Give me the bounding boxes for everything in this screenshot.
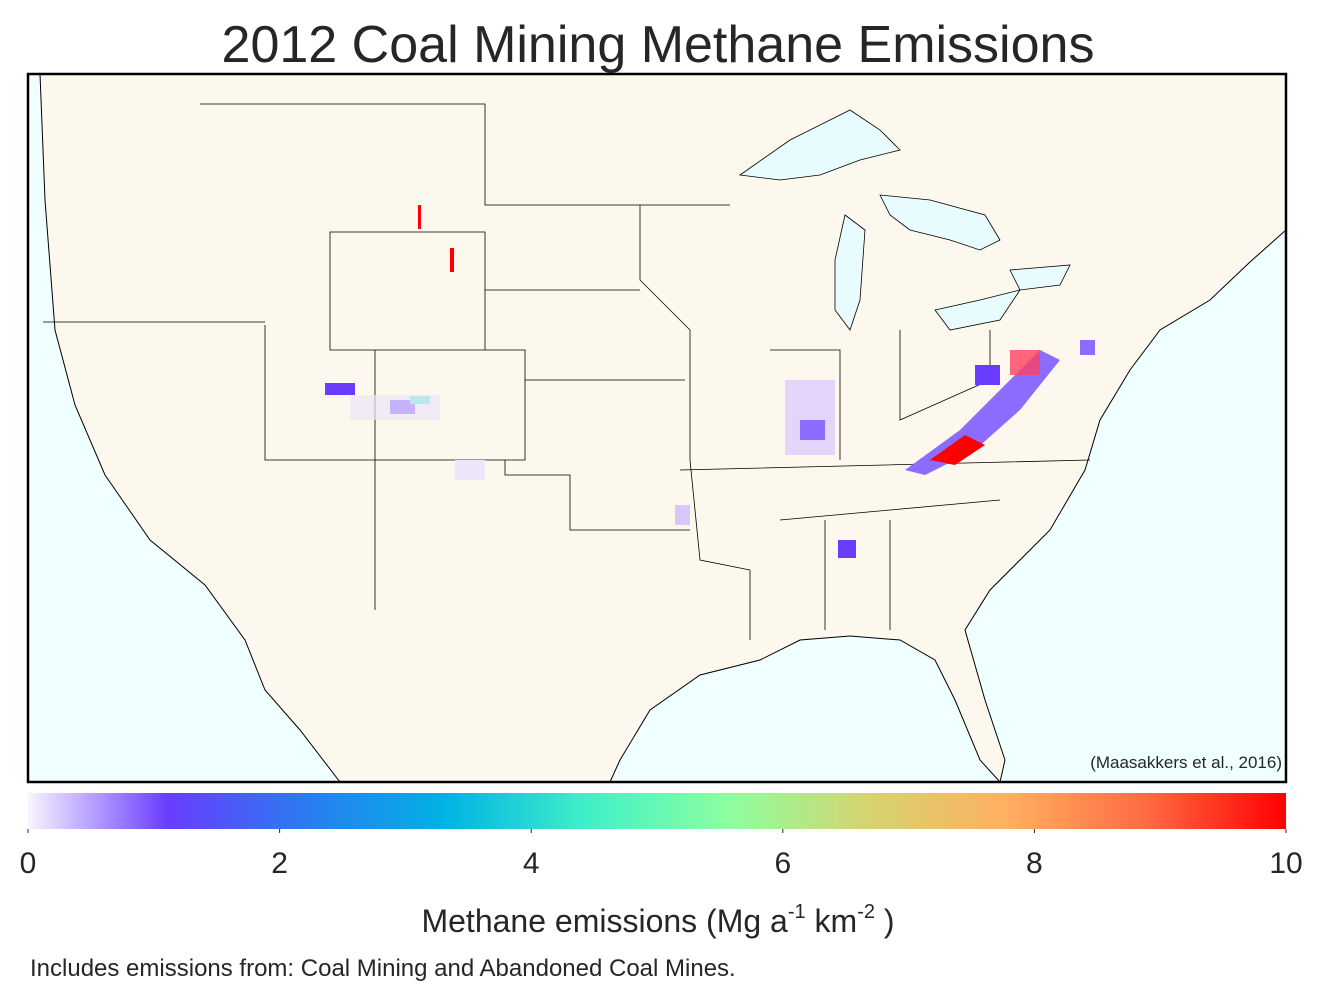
map bbox=[28, 74, 1286, 782]
emission-patches bbox=[325, 205, 1095, 558]
emission-patch bbox=[350, 395, 440, 420]
colorbar-tick-label: 0 bbox=[20, 847, 37, 880]
emission-patch bbox=[975, 365, 1000, 385]
citation: (Maasakkers et al., 2016) bbox=[1090, 753, 1282, 772]
colorbar-tick-label: 6 bbox=[774, 847, 791, 880]
emission-patch bbox=[838, 540, 856, 558]
colorbar-tick-label: 2 bbox=[271, 847, 288, 880]
emission-patch bbox=[930, 435, 985, 465]
emission-patch bbox=[418, 205, 421, 229]
emission-patch bbox=[455, 460, 485, 480]
label-text: km bbox=[806, 903, 858, 939]
colorbar-ticks: 0 2 4 6 8 10 bbox=[20, 829, 1303, 880]
map-frame bbox=[26, 72, 1288, 784]
emission-patch bbox=[325, 383, 355, 395]
emission-patch bbox=[800, 420, 825, 440]
label-sup: -1 bbox=[788, 901, 806, 923]
emission-patch bbox=[1080, 340, 1095, 355]
state-lines bbox=[43, 103, 1091, 640]
land bbox=[39, 74, 1286, 782]
emission-patch bbox=[905, 350, 1060, 475]
label-sup: -2 bbox=[857, 901, 875, 923]
emission-patch bbox=[450, 248, 454, 272]
emission-patch bbox=[785, 380, 835, 455]
emission-patch bbox=[1010, 350, 1040, 375]
label-text: Methane emissions (Mg a bbox=[421, 903, 788, 939]
title: 2012 Coal Mining Methane Emissions bbox=[222, 16, 1095, 74]
label-text: ) bbox=[875, 903, 895, 939]
emission-patch bbox=[675, 505, 690, 525]
colorbar-tick-label: 8 bbox=[1026, 847, 1043, 880]
colorbar-tick-label: 10 bbox=[1269, 847, 1302, 880]
colorbar bbox=[28, 793, 1286, 829]
great-lakes bbox=[738, 109, 1071, 331]
colorbar-label: Methane emissions (Mg a-1 km-2 ) bbox=[421, 901, 894, 939]
colorbar-tick-label: 4 bbox=[523, 847, 540, 880]
footnote: Includes emissions from: Coal Mining and… bbox=[30, 955, 736, 982]
